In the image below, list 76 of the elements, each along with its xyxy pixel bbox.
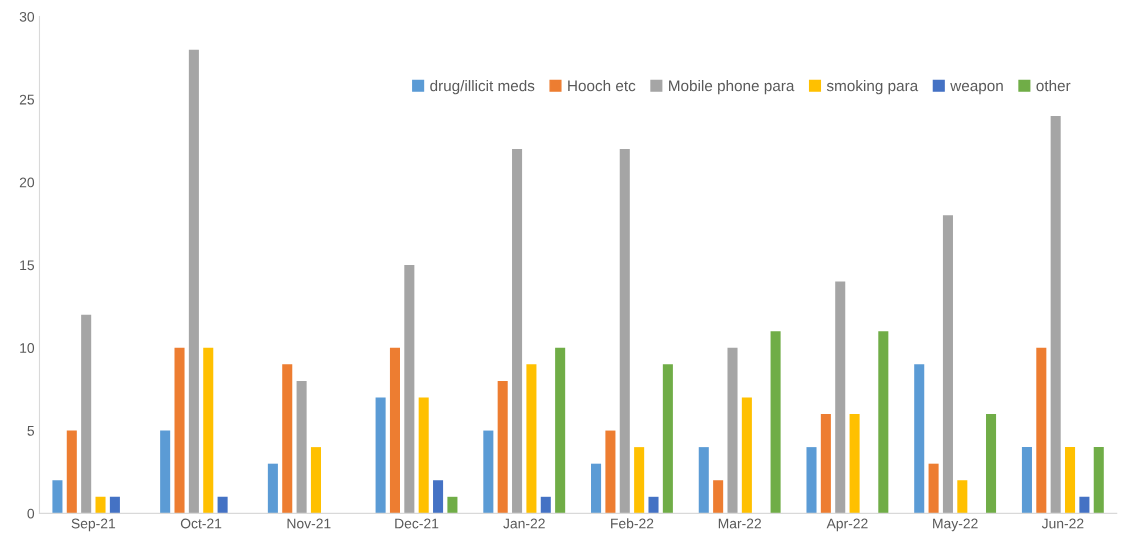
x-tick-label: Nov-21 [287,518,331,529]
bar [497,380,508,514]
bar [662,364,673,514]
bar [267,463,278,514]
x-tick-label: Apr-22 [826,518,868,532]
legend-label: other [1036,79,1071,92]
bar [310,447,321,514]
bar [526,364,537,514]
bar [727,347,738,514]
bar [66,430,77,514]
x-tick-label: Jun-22 [1041,518,1084,529]
bar [447,496,458,514]
y-tick-label: 5 [27,426,35,436]
y-tick-label: 0 [27,508,35,519]
bar [109,496,120,514]
bar [770,331,781,514]
bar [404,264,415,514]
x-tick-label: Jan-22 [503,518,545,529]
bar [203,347,214,514]
bar [1079,496,1090,514]
x-tick-label: Feb-22 [611,518,654,529]
legend-label: Mobile phone para [669,79,795,95]
bar [512,149,523,514]
bar [418,397,429,514]
bar [1036,347,1047,514]
bar [217,496,228,514]
bar [634,447,645,514]
bar [555,347,566,514]
bar [375,397,386,514]
legend-label: weapon [950,82,1003,95]
bar [986,414,997,514]
bar [849,414,860,514]
bar [188,49,199,514]
bar [282,364,293,514]
x-tick-label: Oct-21 [180,518,222,529]
bar [540,496,551,514]
bar [878,331,889,514]
bar [1093,447,1104,514]
bar [713,480,724,514]
bar [957,480,968,514]
bar [591,463,602,514]
bar [914,364,925,514]
bar [1065,447,1076,514]
bar [698,447,709,514]
bar [483,430,494,514]
x-tick-label: May-22 [933,518,978,532]
bar [95,496,106,514]
legend-label: Hooch etc [568,79,636,92]
x-tick-label: Sep-21 [71,518,116,532]
bar [1050,115,1061,514]
bar [835,281,846,514]
bar [1021,447,1032,514]
y-tick-label: 25 [19,94,35,105]
bar [174,347,185,514]
bar [806,447,817,514]
y-tick-label: 20 [19,177,35,188]
x-tick-label: Mar-22 [718,518,761,529]
bar [160,430,171,514]
x-tick-label: Dec-21 [395,518,439,529]
bar [648,496,659,514]
bar [296,380,307,514]
bar [942,215,953,514]
bar [741,397,752,514]
y-tick-label: 30 [19,11,35,22]
bar [81,314,92,514]
bar [928,463,939,514]
bar [433,480,444,514]
bar [52,480,63,514]
y-tick-label: 10 [20,343,35,353]
legend-label: smoking para [826,79,919,95]
bar [605,430,616,514]
legend-label: drug/illicit meds [430,79,535,95]
y-tick-label: 15 [20,260,35,271]
bar [619,149,630,514]
bar [820,414,831,514]
bar [389,347,400,514]
